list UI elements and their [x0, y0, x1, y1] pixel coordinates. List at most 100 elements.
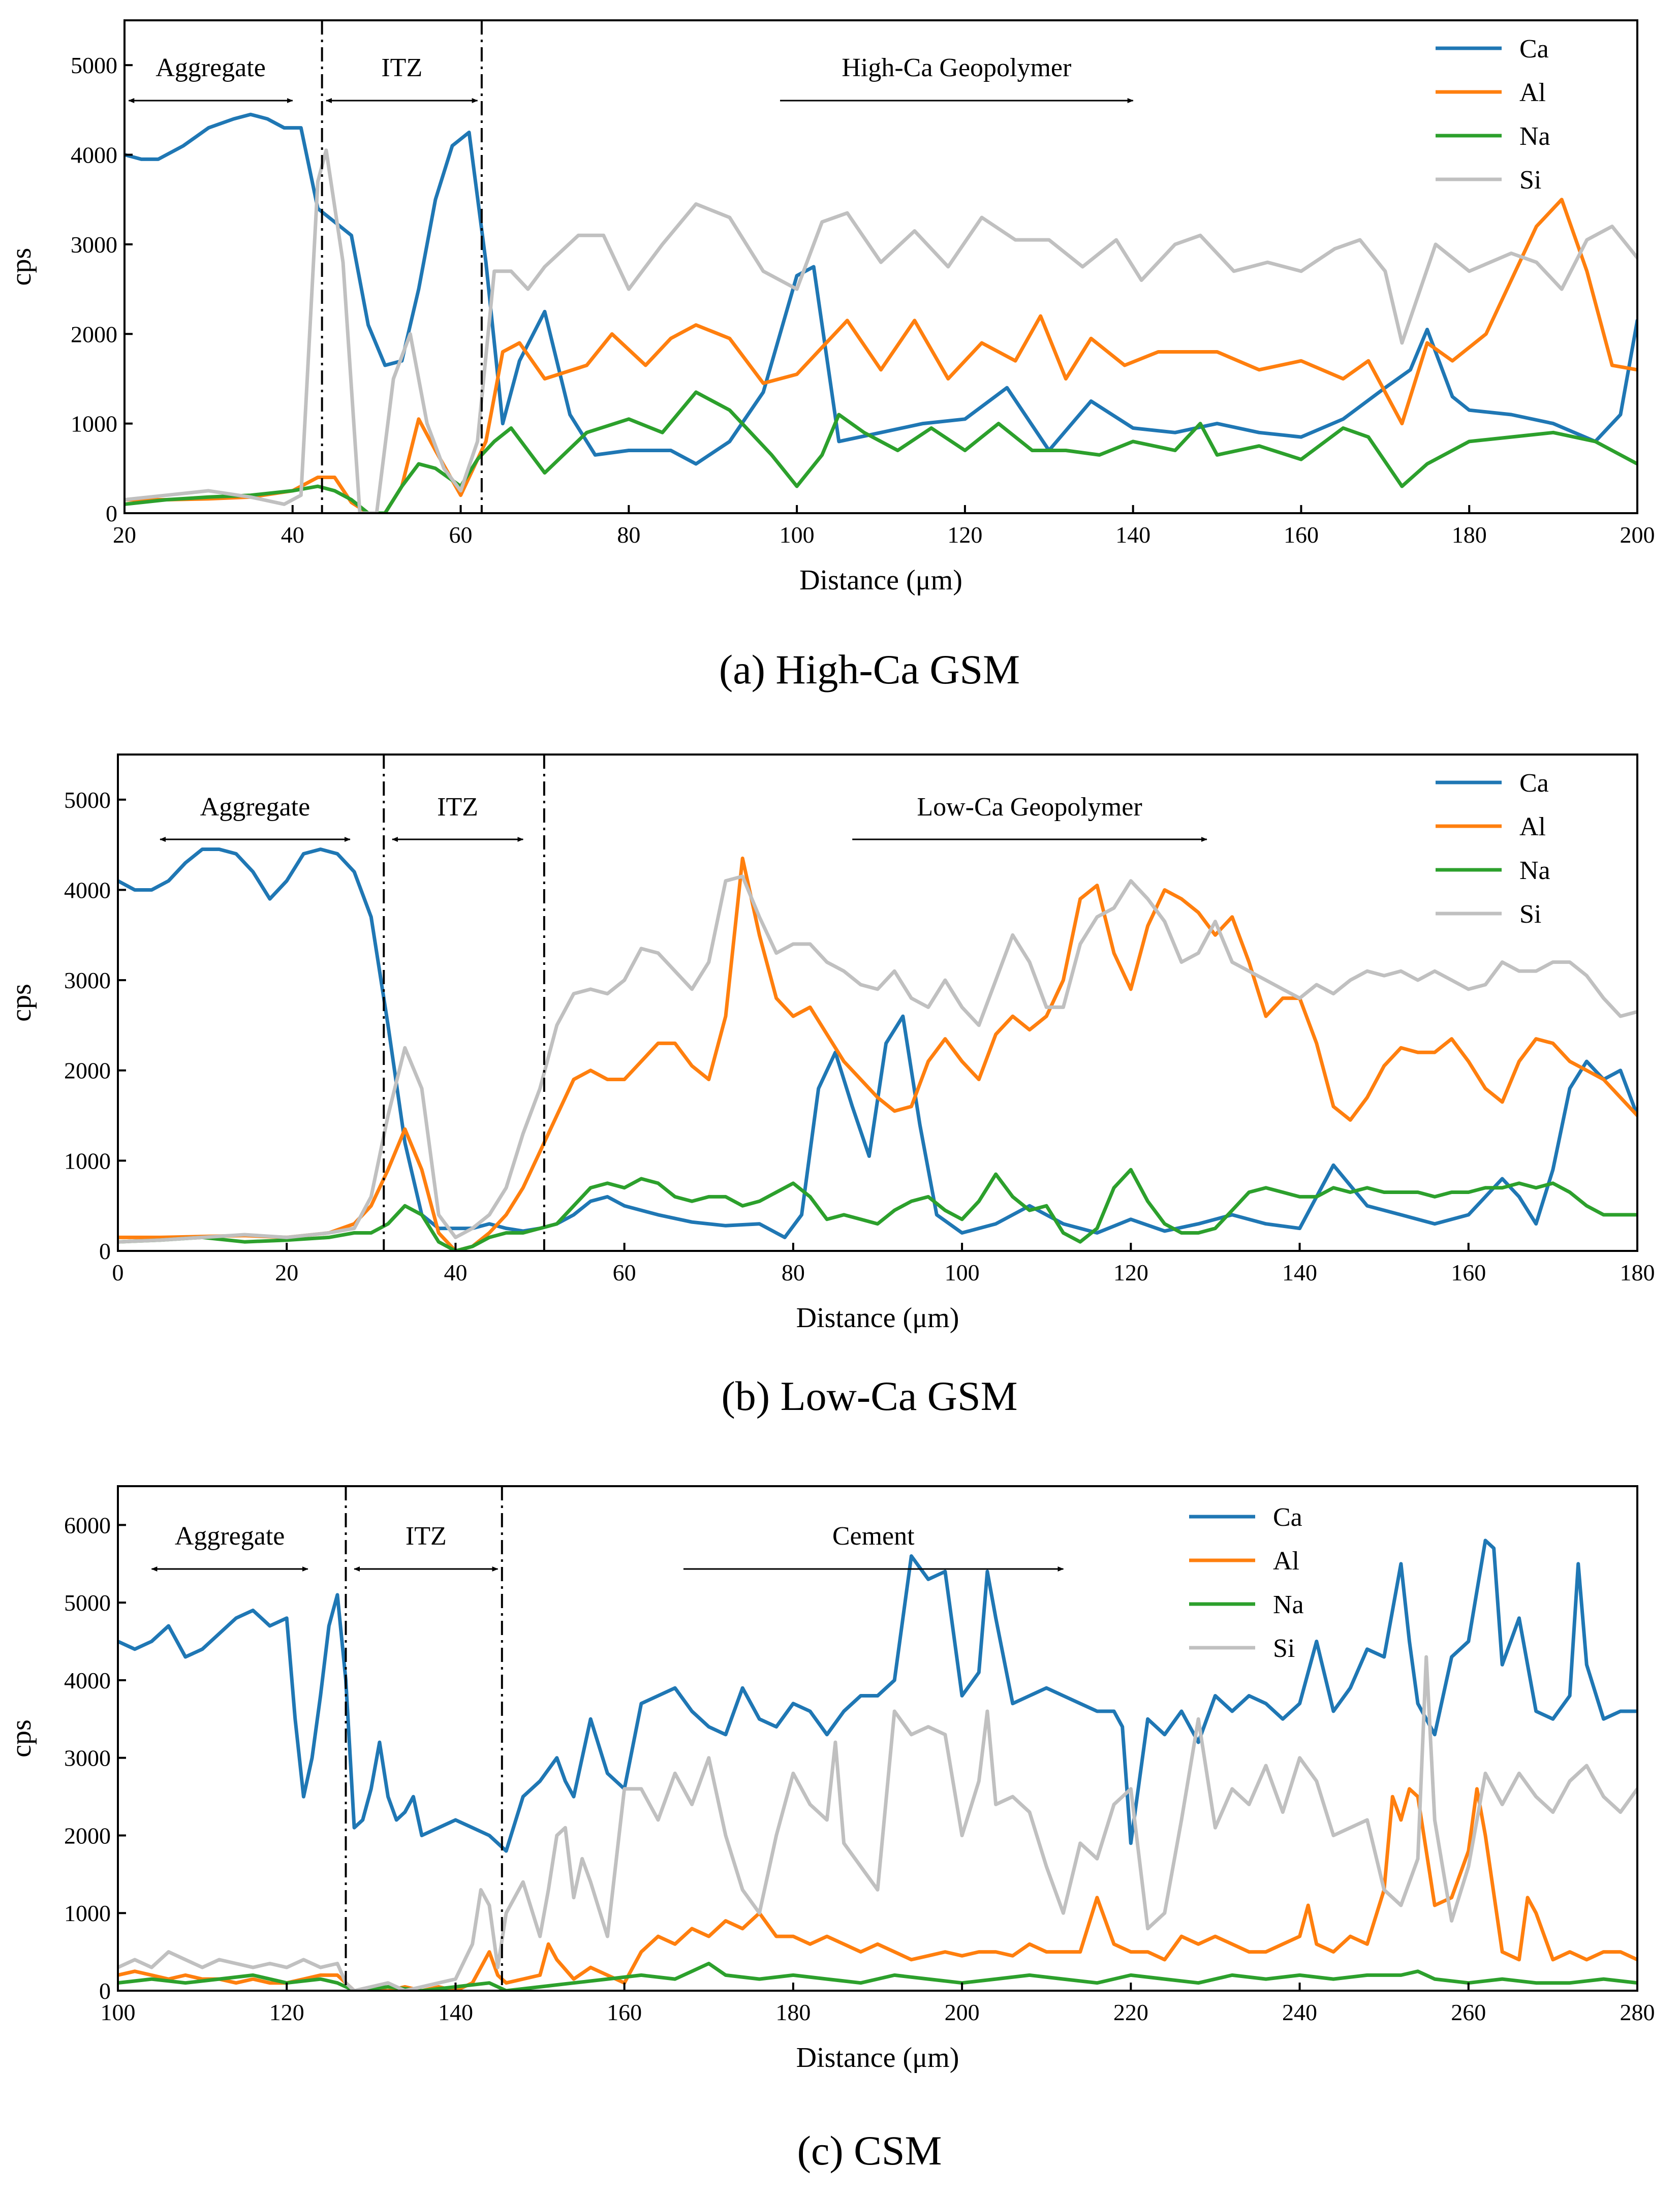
- x-tick-label: 220: [1113, 1999, 1148, 2025]
- y-tick-label: 4000: [71, 142, 117, 168]
- series-line-na: [125, 390, 1637, 513]
- chart-panel-2: 0 20 40 60 80 100 120 140 160 180 0 1000 2000 3000 400…: [6, 753, 1655, 1419]
- legend-label: Si: [1519, 166, 1541, 195]
- y-tick-label: 0: [99, 1978, 111, 2004]
- chart-panel-1: 20 40 60 80 100 120 140 160 180 20001000200030004…: [6, 19, 1655, 693]
- series-line-ca: [118, 1538, 1637, 1853]
- series-line-ca: [118, 847, 1637, 1239]
- legend-label: Ca: [1273, 1503, 1302, 1532]
- legend-label: Si: [1273, 1634, 1295, 1663]
- legend-label: Ca: [1519, 35, 1549, 64]
- y-tick-label: 1000: [71, 411, 117, 437]
- x-tick-label: 60: [613, 1260, 636, 1285]
- legend: Ca Al Na Si: [1189, 1503, 1304, 1663]
- y-tick-label: 0: [99, 1238, 111, 1264]
- x-tick-label: 60: [449, 522, 473, 548]
- x-tick-label: 40: [281, 522, 304, 548]
- y-tick-label: 2000: [71, 321, 117, 347]
- zone-label: ITZ: [406, 1522, 447, 1551]
- y-tick-label: 0: [106, 500, 117, 526]
- x-tick-label: 140: [438, 1999, 473, 2025]
- zone-label: Aggregate: [175, 1522, 285, 1551]
- x-tick-label: 100: [780, 522, 815, 548]
- y-tick-label: 1000: [64, 1900, 111, 1926]
- x-tick-label: 120: [269, 1999, 304, 2025]
- y-axis-label: cps: [6, 248, 37, 286]
- panel-caption: (a) High-Ca GSM: [719, 646, 1020, 693]
- x-tick-label: 100: [101, 1999, 136, 2025]
- x-tick-label: 120: [1113, 1260, 1148, 1285]
- series-line-al: [118, 856, 1637, 1251]
- series-line-si: [118, 1655, 1637, 1991]
- plot-frame: [117, 1485, 1638, 1992]
- legend: Ca Al Na Si: [1436, 35, 1550, 195]
- y-tick-label: 2000: [64, 1823, 111, 1848]
- legend-label: Si: [1519, 900, 1541, 929]
- y-tick-label: 5000: [71, 52, 117, 78]
- series-group: [118, 847, 1637, 1251]
- y-tick-label: 6000: [64, 1512, 111, 1538]
- x-tick-label: 160: [607, 1999, 642, 2025]
- series-group: [125, 112, 1637, 513]
- zone-label: Cement: [832, 1522, 915, 1551]
- legend: Ca Al Na Si: [1436, 769, 1550, 929]
- legend-label: Al: [1519, 78, 1546, 107]
- y-axis-label: cps: [6, 1719, 37, 1757]
- legend-label: Al: [1273, 1547, 1299, 1576]
- legend-label: Al: [1519, 812, 1546, 841]
- legend-label: Na: [1273, 1590, 1304, 1619]
- series-line-al: [125, 198, 1637, 513]
- y-tick-label: 3000: [71, 232, 117, 258]
- zone-label: ITZ: [437, 793, 478, 822]
- y-tick-label: 4000: [64, 1668, 111, 1693]
- y-tick-label: 5000: [64, 787, 111, 813]
- chart-panel-3: 100 120 140 160 180 200 220 240 260 280 0 1000 2000 3…: [6, 1485, 1655, 2174]
- zone-label: Aggregate: [155, 53, 266, 82]
- x-axis-label: Distance (μm): [799, 564, 962, 596]
- x-tick-label: 20: [275, 1260, 298, 1285]
- legend-label: Na: [1519, 856, 1550, 885]
- series-line-al: [118, 1787, 1637, 1991]
- series-line-ca: [125, 112, 1637, 466]
- x-tick-label: 80: [617, 522, 640, 548]
- x-axis-label: Distance (μm): [796, 2042, 959, 2074]
- x-axis-label: Distance (μm): [796, 1302, 959, 1334]
- y-tick-label: 4000: [64, 877, 111, 903]
- x-tick-label: 180: [775, 1999, 811, 2025]
- panel-caption: (c) CSM: [797, 2127, 942, 2174]
- x-tick-label: 280: [1620, 1999, 1655, 2025]
- series-line-na: [118, 1168, 1637, 1251]
- y-tick-label: 3000: [64, 967, 111, 993]
- plot-frame: [123, 19, 1638, 514]
- zone-label: Low-Ca Geopolymer: [917, 793, 1142, 822]
- x-tick-label: 160: [1451, 1260, 1486, 1285]
- x-tick-label: 200: [945, 1999, 980, 2025]
- series-line-si: [118, 874, 1637, 1244]
- x-tick-label: 180: [1452, 522, 1487, 548]
- series-line-si: [125, 148, 1637, 513]
- x-tick-label: 0: [112, 1260, 124, 1285]
- x-tick-label: 100: [945, 1260, 980, 1285]
- panel-caption: (b) Low-Ca GSM: [721, 1373, 1017, 1419]
- y-tick-label: 1000: [64, 1148, 111, 1174]
- x-tick-label: 200: [1620, 522, 1655, 548]
- x-tick-label: 240: [1282, 1999, 1317, 2025]
- zone-label: Aggregate: [200, 793, 310, 822]
- x-tick-label: 180: [1620, 1260, 1655, 1285]
- x-tick-label: 140: [1282, 1260, 1317, 1285]
- x-tick-label: 260: [1451, 1999, 1486, 2025]
- y-tick-label: 3000: [64, 1745, 111, 1771]
- y-axis-label: cps: [6, 984, 37, 1022]
- y-tick-label: 2000: [64, 1058, 111, 1084]
- y-tick-label: 5000: [64, 1590, 111, 1616]
- zone-label: ITZ: [381, 53, 422, 82]
- zone-label: High-Ca Geopolymer: [842, 53, 1071, 82]
- legend-label: Ca: [1519, 769, 1549, 798]
- x-tick-label: 40: [444, 1260, 467, 1285]
- legend-label: Na: [1519, 122, 1550, 151]
- plot-frame: [117, 753, 1638, 1252]
- x-tick-label: 20: [113, 522, 136, 548]
- x-tick-label: 160: [1284, 522, 1319, 548]
- x-tick-label: 80: [782, 1260, 805, 1285]
